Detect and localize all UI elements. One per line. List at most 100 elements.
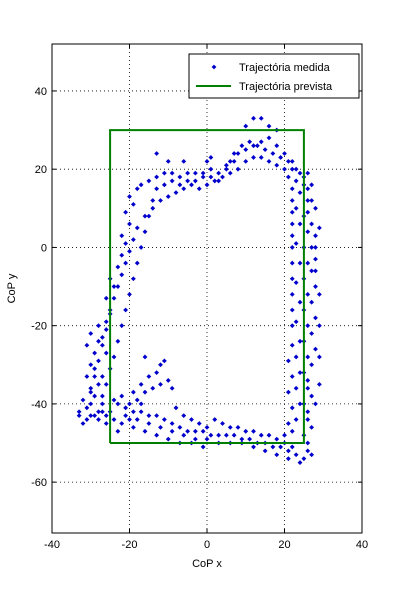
measured-trajectory-point (289, 158, 295, 164)
measured-trajectory-point (208, 155, 214, 160)
measured-trajectory-point (289, 260, 295, 266)
measured-trajectory-point (274, 143, 280, 149)
measured-trajectory-point (173, 190, 179, 196)
measured-trajectory-point (247, 436, 253, 442)
measured-trajectory-point (185, 428, 191, 434)
measured-trajectory-point (127, 248, 132, 254)
measured-trajectory-point (313, 401, 318, 407)
measured-trajectory-point (111, 284, 117, 289)
measured-trajectory-point (189, 417, 194, 422)
measured-trajectory-point (231, 151, 237, 156)
measured-trajectory-point (305, 229, 311, 235)
measured-trajectory-point (158, 198, 163, 203)
measured-trajectory-point (227, 170, 233, 176)
measured-trajectory-point (134, 225, 140, 231)
y-tick-label: 20 (35, 164, 47, 176)
measured-trajectory-point (200, 444, 206, 450)
measured-trajectory-point (285, 389, 291, 395)
measured-trajectory-point (142, 229, 148, 235)
measured-trajectory-point (309, 393, 315, 399)
measured-trajectory-point (103, 413, 109, 419)
measured-trajectory-point (289, 428, 295, 434)
measured-trajectory-point (150, 205, 156, 211)
measured-trajectory-point (282, 151, 287, 156)
measured-trajectory-point (274, 436, 280, 442)
measured-trajectory-point (297, 370, 303, 376)
measured-trajectory-point (235, 166, 241, 172)
measured-trajectory-point (146, 421, 152, 426)
measured-trajectory-point (84, 374, 90, 379)
measured-trajectory-point (285, 174, 291, 180)
measured-trajectory-point (119, 272, 125, 278)
measured-trajectory-point (103, 327, 109, 332)
x-tick-label: 0 (204, 539, 210, 551)
measured-trajectory-point (285, 448, 291, 454)
measured-trajectory-point (154, 151, 160, 156)
measured-trajectory-point (76, 413, 82, 419)
measured-trajectory-point (243, 158, 249, 164)
measured-trajectory-point (316, 225, 322, 231)
measured-trajectory-point (251, 428, 256, 434)
legend: Trajectória medida Trajectória prevista (188, 53, 360, 99)
measured-trajectory-point (305, 448, 311, 454)
measured-trajectory-point (239, 143, 245, 149)
measured-trajectory-point (138, 381, 144, 387)
measured-trajectory-point (161, 170, 167, 176)
measured-trajectory-point (313, 346, 318, 352)
measured-trajectory-point (251, 115, 256, 121)
measured-trajectory-point (103, 350, 109, 356)
measured-trajectory-point (130, 276, 136, 282)
measured-trajectory-point (123, 241, 129, 246)
measured-trajectory-point (305, 323, 311, 329)
measured-trajectory-point (231, 158, 237, 164)
measured-trajectory-point (313, 268, 318, 274)
measured-trajectory-point (138, 409, 144, 415)
measured-trajectory-point (297, 460, 303, 465)
measured-trajectory-point (92, 366, 98, 372)
measured-trajectory-point (251, 444, 256, 450)
measured-trajectory-point (161, 182, 167, 188)
measured-trajectory-point (127, 417, 132, 422)
measured-trajectory-point (305, 440, 311, 446)
measured-trajectory-point (274, 162, 280, 168)
measured-trajectory-point (297, 190, 303, 196)
measured-trajectory-point (316, 381, 322, 387)
measured-trajectory-point (220, 421, 225, 426)
measured-trajectory-point (158, 362, 163, 368)
measured-trajectory-point (99, 335, 105, 340)
x-tick-label: -20 (122, 539, 138, 551)
measured-trajectory-point (123, 260, 129, 266)
y-tick-label: 40 (35, 86, 47, 98)
measured-trajectory-point (289, 186, 295, 192)
measured-trajectory-point (115, 428, 121, 434)
measured-trajectory-point (88, 362, 94, 368)
measured-trajectory-point (115, 338, 121, 344)
measured-trajectory-point (293, 241, 299, 246)
measured-trajectory-point (293, 417, 299, 422)
measured-trajectory-point (216, 170, 222, 176)
measured-trajectory-point (181, 413, 187, 419)
measured-trajectory-point (258, 139, 264, 145)
measured-trajectory-point (305, 260, 311, 266)
measured-trajectory-point (138, 245, 144, 250)
measured-trajectory-point (289, 166, 295, 172)
measured-trajectory-point (115, 284, 121, 289)
measured-trajectory-point (181, 158, 187, 164)
measured-trajectory-point (309, 424, 315, 430)
measured-trajectory-point (192, 170, 198, 176)
measured-trajectory-point (289, 198, 295, 203)
measured-trajectory-point (111, 295, 117, 301)
legend-marker-swatch (211, 64, 217, 70)
measured-trajectory-point (227, 424, 233, 430)
measured-trajectory-point (123, 405, 129, 411)
measured-trajectory-point (316, 291, 322, 297)
measured-trajectory-point (316, 354, 322, 360)
measured-trajectory-point (289, 307, 295, 313)
legend-box (188, 53, 360, 99)
measured-trajectory-point (297, 401, 303, 407)
measured-trajectory-point (200, 174, 206, 180)
measured-trajectory-point (127, 401, 132, 407)
measured-trajectory-point (309, 182, 315, 188)
measured-trajectory-point (173, 405, 179, 411)
